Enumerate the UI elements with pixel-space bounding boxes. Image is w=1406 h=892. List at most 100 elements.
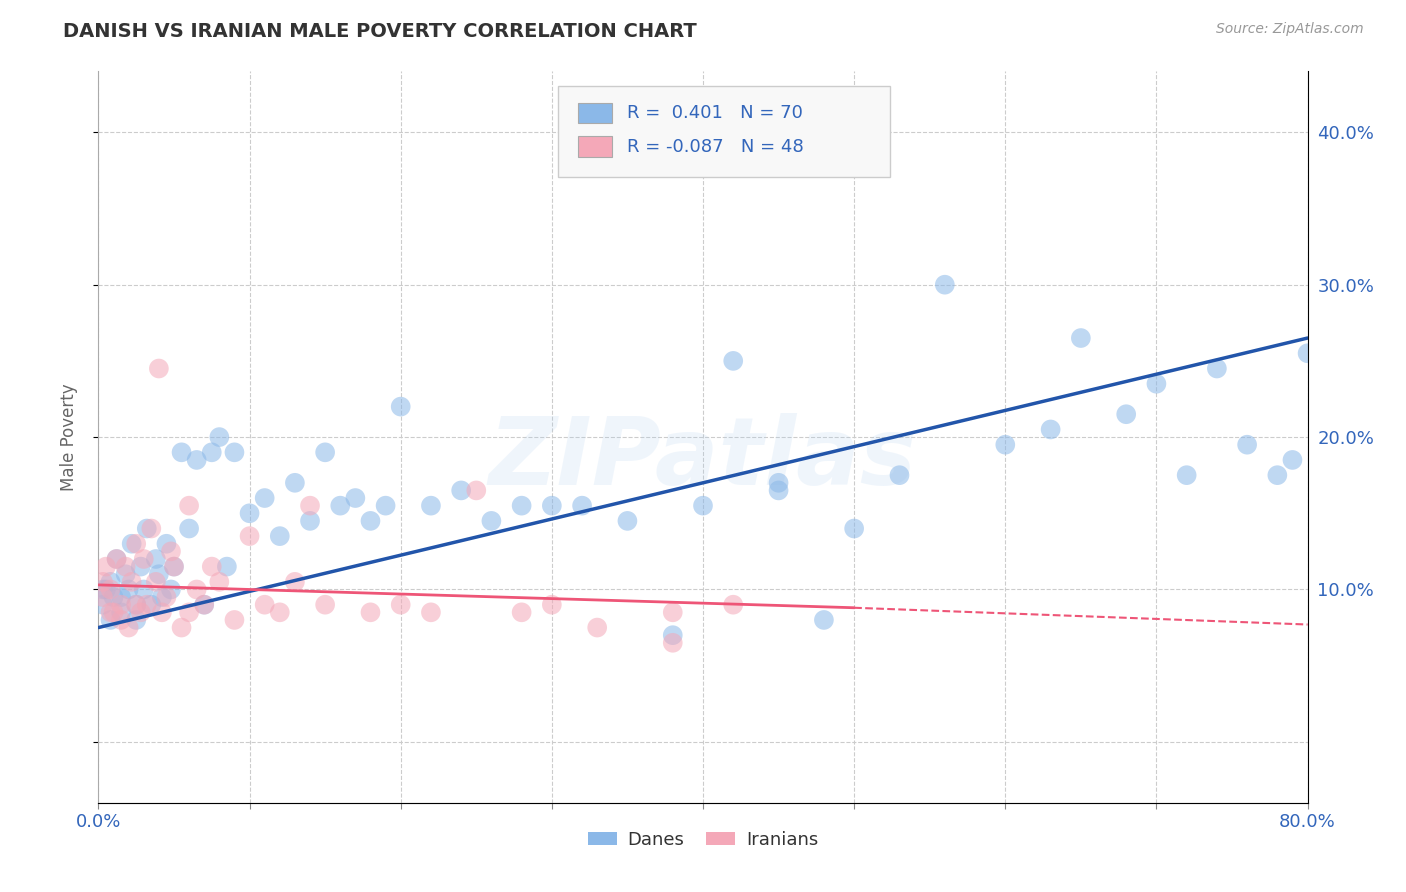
- Point: [1144, 376, 1167, 391]
- Text: R =  0.401   N = 70: R = 0.401 N = 70: [627, 104, 803, 122]
- Point: [105, 552, 128, 566]
- Point: [224, 613, 246, 627]
- Point: [510, 605, 533, 619]
- FancyBboxPatch shape: [578, 136, 613, 157]
- Point: [163, 559, 186, 574]
- Point: [179, 605, 201, 619]
- Point: [994, 438, 1017, 452]
- Point: [118, 621, 141, 635]
- Point: [1070, 331, 1092, 345]
- Point: [155, 537, 177, 551]
- Point: [420, 605, 443, 619]
- Point: [934, 277, 956, 292]
- Point: [145, 574, 167, 589]
- Point: [1115, 407, 1137, 421]
- Point: [110, 605, 132, 619]
- Point: [145, 552, 167, 566]
- Point: [540, 499, 562, 513]
- Point: [132, 582, 155, 597]
- Point: [114, 559, 136, 574]
- Point: [661, 605, 683, 619]
- Point: [314, 445, 336, 459]
- Point: [103, 590, 125, 604]
- Point: [215, 559, 238, 574]
- Point: [155, 590, 177, 604]
- Point: [360, 514, 382, 528]
- Point: [661, 636, 683, 650]
- Point: [314, 598, 336, 612]
- Point: [135, 598, 157, 612]
- Point: [1236, 438, 1258, 452]
- Point: [105, 552, 128, 566]
- Point: [661, 628, 683, 642]
- Point: [150, 590, 173, 604]
- Point: [723, 354, 745, 368]
- Point: [125, 613, 148, 627]
- Text: ZIPatlas: ZIPatlas: [489, 413, 917, 505]
- Point: [201, 559, 224, 574]
- Point: [692, 499, 714, 513]
- Point: [1206, 361, 1229, 376]
- Point: [193, 598, 215, 612]
- Point: [193, 598, 215, 612]
- Point: [125, 598, 148, 612]
- Legend: Danes, Iranians: Danes, Iranians: [581, 823, 825, 856]
- Point: [1281, 453, 1303, 467]
- Point: [571, 499, 593, 513]
- Point: [148, 361, 170, 376]
- Point: [1267, 468, 1289, 483]
- Point: [100, 582, 122, 597]
- Point: [420, 499, 443, 513]
- Point: [768, 475, 790, 490]
- Point: [723, 598, 745, 612]
- Point: [329, 499, 352, 513]
- Point: [110, 613, 132, 627]
- Point: [135, 521, 157, 535]
- Point: [186, 453, 208, 467]
- Point: [118, 582, 141, 597]
- Point: [360, 605, 382, 619]
- Point: [160, 544, 183, 558]
- Point: [208, 430, 231, 444]
- Point: [170, 621, 193, 635]
- FancyBboxPatch shape: [578, 103, 613, 123]
- Point: [269, 529, 291, 543]
- Point: [284, 574, 307, 589]
- Text: R = -0.087   N = 48: R = -0.087 N = 48: [627, 137, 804, 156]
- Point: [100, 574, 122, 589]
- Point: [121, 574, 143, 589]
- Point: [91, 582, 114, 597]
- Point: [768, 483, 790, 498]
- Point: [889, 468, 911, 483]
- Point: [132, 552, 155, 566]
- Point: [586, 621, 609, 635]
- Point: [150, 605, 173, 619]
- Point: [374, 499, 396, 513]
- Point: [94, 582, 117, 597]
- Point: [389, 400, 412, 414]
- Point: [269, 605, 291, 619]
- Point: [114, 567, 136, 582]
- Point: [121, 537, 143, 551]
- Point: [224, 445, 246, 459]
- Point: [344, 491, 367, 505]
- Point: [148, 567, 170, 582]
- Point: [186, 582, 208, 597]
- Point: [616, 514, 638, 528]
- Point: [510, 499, 533, 513]
- Text: DANISH VS IRANIAN MALE POVERTY CORRELATION CHART: DANISH VS IRANIAN MALE POVERTY CORRELATI…: [63, 22, 697, 41]
- Point: [125, 598, 148, 612]
- Point: [110, 598, 132, 612]
- Point: [125, 537, 148, 551]
- Point: [91, 598, 114, 612]
- Point: [201, 445, 224, 459]
- Point: [94, 559, 117, 574]
- Point: [179, 521, 201, 535]
- Point: [299, 499, 322, 513]
- Point: [813, 613, 835, 627]
- Point: [170, 445, 193, 459]
- Point: [284, 475, 307, 490]
- Point: [160, 582, 183, 597]
- Point: [129, 559, 152, 574]
- Point: [299, 514, 322, 528]
